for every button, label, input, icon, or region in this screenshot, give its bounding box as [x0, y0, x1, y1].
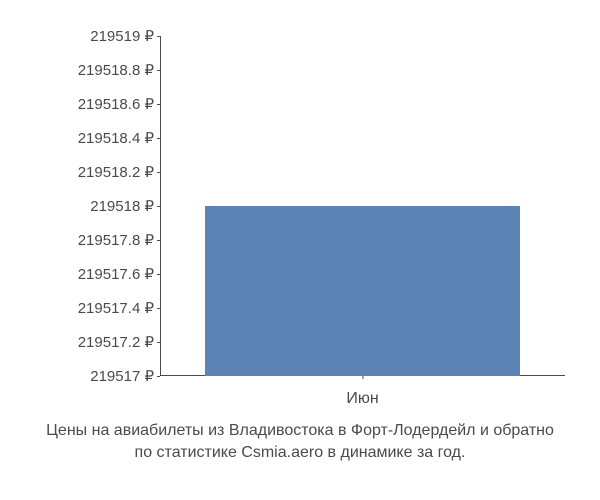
y-tick-mark: [157, 206, 160, 207]
y-tick-mark: [157, 70, 160, 71]
price-chart: 219517 ₽ 219517.2 ₽ 219517.4 ₽ 219517.6 ₽ 21…: [0, 0, 600, 500]
y-tick-mark: [157, 308, 160, 309]
y-tick-label: 219517.4 ₽: [78, 299, 160, 317]
caption-line-2: по статистике Csmia.aero в динамике за г…: [135, 444, 466, 461]
y-tick-mark: [157, 172, 160, 173]
caption-line-1: Цены на авиабилеты из Владивостока в Фор…: [46, 422, 554, 439]
y-tick-label: 219518 ₽: [90, 197, 160, 215]
x-tick-mark: [362, 376, 363, 379]
y-tick-label: 219518.4 ₽: [78, 129, 160, 147]
y-tick-mark: [157, 104, 160, 105]
y-tick-label: 219519 ₽: [90, 27, 160, 45]
y-tick-label: 219518.2 ₽: [78, 163, 160, 181]
y-tick-label: 219517.2 ₽: [78, 333, 160, 351]
y-tick-label: 219518.8 ₽: [78, 61, 160, 79]
y-tick-mark: [157, 240, 160, 241]
plot-area: 219517 ₽219517.2 ₽219517.4 ₽219517.6 ₽21…: [160, 36, 565, 376]
y-tick-label: 219517 ₽: [90, 367, 160, 385]
chart-caption: Цены на авиабилеты из Владивостока в Фор…: [0, 420, 600, 463]
y-tick-mark: [157, 36, 160, 37]
y-tick-mark: [157, 138, 160, 139]
y-tick-label: 219518.6 ₽: [78, 95, 160, 113]
y-tick-mark: [157, 342, 160, 343]
x-tick-label: Июн: [346, 390, 378, 408]
y-axis-line: [160, 36, 161, 376]
y-tick-mark: [157, 376, 160, 377]
bar: [205, 206, 521, 376]
y-tick-label: 219517.8 ₽: [78, 231, 160, 249]
y-tick-label: 219517.6 ₽: [78, 265, 160, 283]
y-tick-mark: [157, 274, 160, 275]
